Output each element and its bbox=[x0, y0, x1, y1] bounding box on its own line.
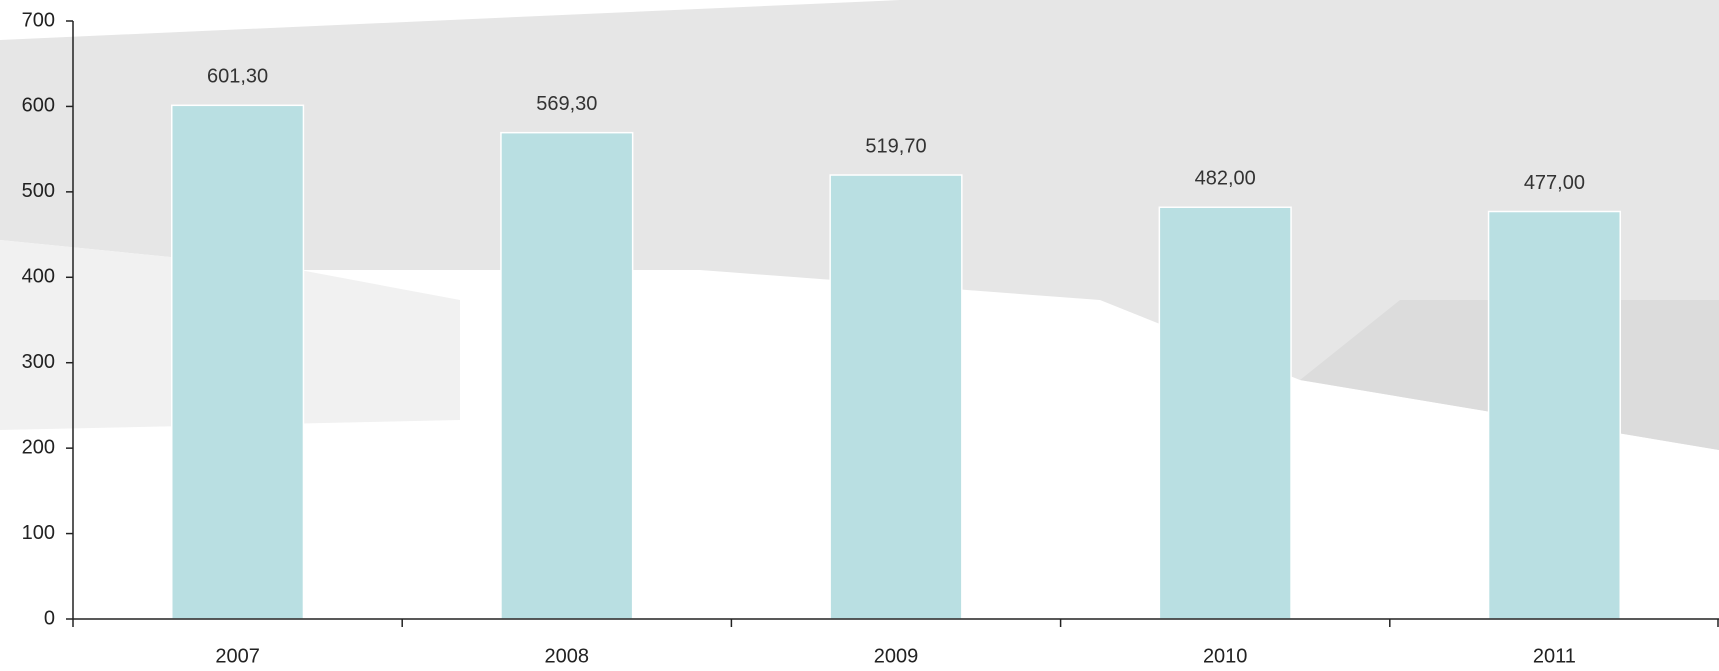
y-tick-label: 300 bbox=[22, 351, 55, 373]
x-tick-label: 2009 bbox=[874, 645, 919, 667]
bar bbox=[829, 174, 963, 620]
value-label: 482,00 bbox=[1195, 168, 1256, 190]
x-tick-label: 2011 bbox=[1533, 645, 1576, 667]
x-tick-label: 2008 bbox=[545, 645, 590, 667]
bar bbox=[1158, 206, 1292, 620]
y-tick-label: 100 bbox=[22, 522, 55, 544]
value-label: 477,00 bbox=[1524, 172, 1585, 194]
x-tick-label: 2007 bbox=[215, 645, 260, 667]
bar bbox=[500, 131, 634, 620]
value-label: 569,30 bbox=[536, 93, 597, 115]
y-tick-label: 500 bbox=[22, 180, 55, 202]
value-label: 601,30 bbox=[207, 66, 268, 88]
value-label: 519,70 bbox=[865, 135, 926, 157]
y-tick-label: 700 bbox=[22, 9, 55, 31]
bar bbox=[1487, 210, 1621, 620]
y-tick-label: 200 bbox=[22, 436, 55, 458]
x-tick-label: 2010 bbox=[1203, 645, 1248, 667]
y-tick-label: 400 bbox=[22, 266, 55, 288]
bar bbox=[171, 104, 305, 620]
y-tick-label: 0 bbox=[44, 607, 55, 629]
y-tick-label: 600 bbox=[22, 95, 55, 117]
